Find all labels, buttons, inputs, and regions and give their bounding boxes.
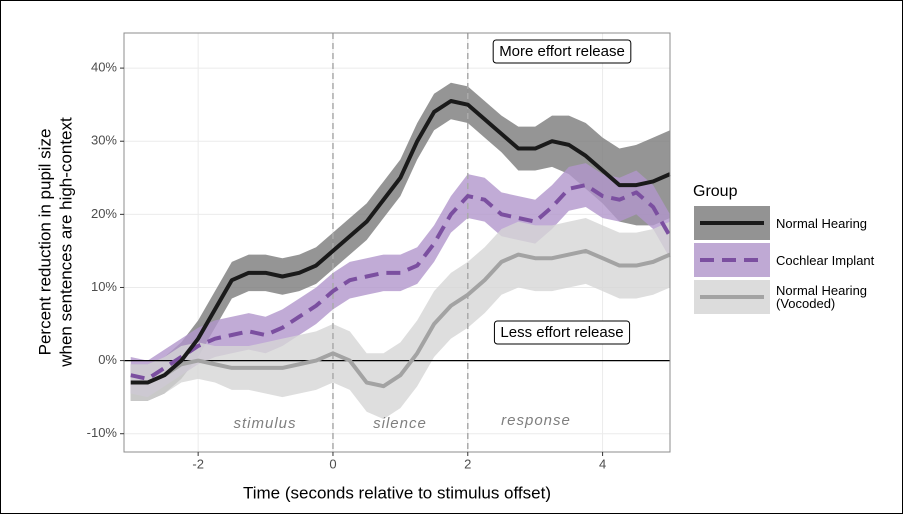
annotation: More effort release — [499, 43, 625, 60]
legend-entry: Cochlear Implant — [693, 242, 891, 278]
legend-entry: Normal Hearing (Vocoded) — [693, 279, 891, 315]
phase-label: silence — [373, 415, 427, 432]
legend-key — [693, 242, 771, 278]
y-axis-label: when sentences are high-context — [56, 117, 75, 368]
legend-swatch — [694, 206, 770, 240]
phase-label: stimulus — [233, 415, 296, 432]
annotation-box — [492, 39, 632, 64]
y-axis-label: Percent reduction in pupil size — [35, 129, 54, 356]
legend-label: Normal Hearing (Vocoded) — [776, 283, 868, 311]
x-tick-label: 4 — [599, 456, 606, 471]
legend-key — [693, 205, 771, 241]
y-tick-label: -10% — [87, 425, 118, 440]
y-tick-label: 40% — [91, 60, 117, 75]
confidence-band — [130, 82, 671, 401]
legend: Group Normal Hearing Cochlear Implant Norm… — [693, 183, 891, 316]
legend-swatch — [694, 280, 770, 314]
legend-swatch — [694, 243, 770, 277]
x-axis-label: Time (seconds relative to stimulus offse… — [243, 483, 551, 502]
series-line — [130, 183, 672, 381]
annotation: Less effort release — [500, 324, 623, 341]
y-tick-label: 10% — [91, 279, 117, 294]
series-line — [130, 248, 671, 389]
phase-label: response — [501, 412, 571, 429]
x-tick-label: -2 — [192, 456, 204, 471]
panel-border — [123, 32, 671, 453]
legend-title: Group — [693, 183, 738, 200]
y-tick-label: 0% — [98, 352, 117, 367]
y-tick-label: 20% — [91, 206, 117, 221]
annotation-box — [493, 320, 631, 345]
series-line — [130, 99, 671, 385]
x-tick-label: 2 — [464, 456, 471, 471]
legend-key — [693, 279, 771, 315]
legend-label: Normal Hearing — [776, 215, 868, 231]
legend-label: Cochlear Implant — [776, 252, 875, 268]
confidence-band — [130, 163, 671, 398]
y-tick-label: 30% — [91, 133, 117, 148]
x-tick-label: 0 — [329, 456, 336, 471]
legend-entry: Normal Hearing — [693, 205, 891, 241]
